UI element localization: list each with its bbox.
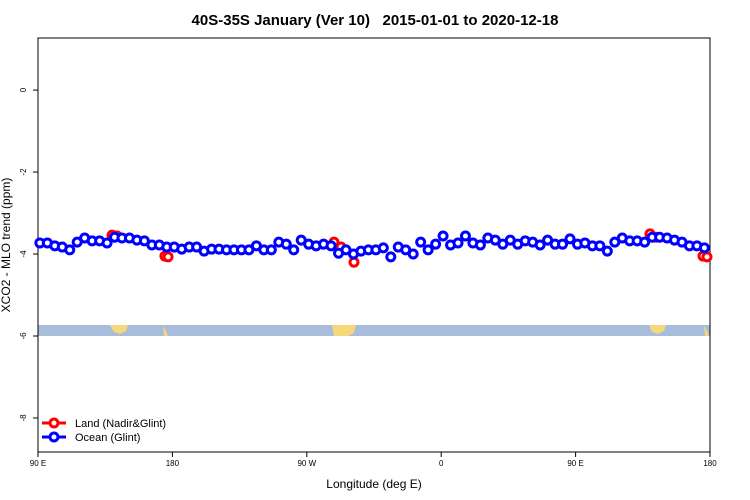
point: [162, 251, 174, 263]
point: [422, 244, 434, 256]
point: [564, 233, 576, 245]
chart-title: 40S-35S January (Ver 10) 2015-01-01 to 2…: [192, 12, 559, 29]
point: [415, 236, 427, 248]
point: [557, 238, 569, 250]
legend-marker: [48, 417, 60, 429]
legend-marker: [48, 431, 60, 443]
point: [288, 244, 300, 256]
legend-label: Land (Nadir&Glint): [75, 418, 166, 430]
point: [437, 230, 449, 242]
point: [265, 244, 277, 256]
point: [385, 251, 397, 263]
point: [452, 237, 464, 249]
point: [698, 242, 710, 254]
point: [474, 239, 486, 251]
point: [701, 251, 713, 263]
y-axis-label: XCO2 - MLO trend (ppm): [0, 178, 13, 313]
y-tick-label: -2: [19, 168, 28, 176]
x-tick-label: 90 W: [297, 459, 316, 468]
point: [639, 236, 651, 248]
point: [377, 242, 389, 254]
x-tick-label: 180: [166, 459, 180, 468]
point: [459, 230, 471, 242]
map-band: [38, 325, 710, 336]
point: [64, 244, 76, 256]
x-tick-label: 180: [703, 459, 717, 468]
point: [601, 245, 613, 257]
x-axis-label: Longitude (deg E): [326, 477, 421, 491]
point: [407, 248, 419, 260]
x-tick-label: 0: [439, 459, 444, 468]
y-tick-label: -4: [19, 250, 28, 258]
y-tick-label: -8: [19, 414, 28, 422]
y-tick-label: 0: [19, 87, 28, 92]
x-tick-label: 90 E: [30, 459, 46, 468]
point: [280, 238, 292, 250]
point: [325, 240, 337, 252]
point: [534, 239, 546, 251]
x-tick-label: 90 E: [567, 459, 583, 468]
point: [101, 237, 113, 249]
point: [430, 238, 442, 250]
point: [594, 240, 606, 252]
y-tick-label: -6: [19, 332, 28, 340]
legend-label: Ocean (Glint): [75, 432, 140, 444]
